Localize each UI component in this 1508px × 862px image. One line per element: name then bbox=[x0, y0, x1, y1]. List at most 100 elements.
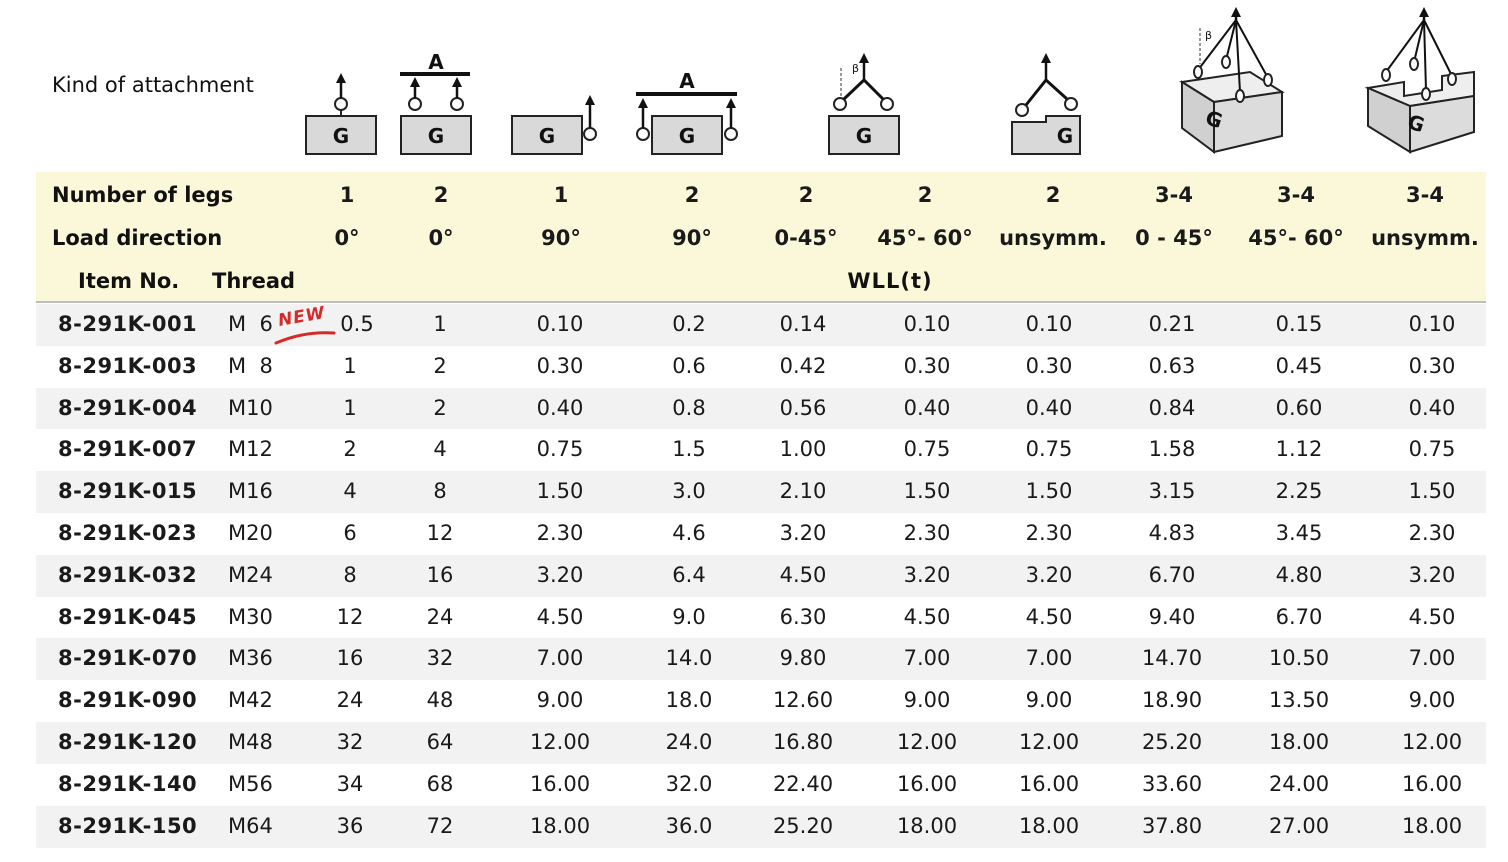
legs-header-5: 2 bbox=[798, 183, 814, 207]
thread-size: M10 bbox=[228, 395, 273, 420]
load-glyph: G bbox=[333, 124, 349, 148]
wll-value: 0.40 bbox=[536, 395, 584, 420]
table-row bbox=[36, 763, 1486, 806]
wll-value: 36 bbox=[336, 813, 364, 838]
multi-leg-angle-icon: G β bbox=[1179, 7, 1285, 154]
wll-value: 3.20 bbox=[1408, 562, 1456, 587]
wll-value: 0.40 bbox=[1408, 395, 1456, 420]
wll-value: 18.00 bbox=[1401, 813, 1463, 838]
legs-header-2: 2 bbox=[433, 183, 449, 207]
thread-size: M36 bbox=[228, 646, 273, 671]
wll-value: 16.00 bbox=[896, 771, 958, 796]
item-number: 8-291K-070 bbox=[58, 646, 198, 671]
wll-value: 48 bbox=[426, 688, 454, 713]
wll-value: 7.00 bbox=[1408, 646, 1456, 671]
thread-label: Thread bbox=[212, 269, 296, 293]
direction-header-2: 0° bbox=[428, 226, 454, 250]
wll-value: 0.75 bbox=[903, 437, 951, 462]
new-badge-swoosh bbox=[274, 331, 336, 345]
item-number: 8-291K-032 bbox=[58, 562, 198, 587]
load-glyph: G bbox=[428, 124, 444, 148]
legs-header-8: 3-4 bbox=[1155, 183, 1193, 207]
table-row bbox=[36, 513, 1486, 555]
wll-value: 24.00 bbox=[1268, 771, 1330, 796]
two-leg-spreader-side-icon: A G bbox=[636, 69, 738, 155]
load-direction-label: Load direction bbox=[52, 226, 223, 250]
legs-header-4: 2 bbox=[684, 183, 700, 207]
wll-value: 0.21 bbox=[1148, 312, 1196, 336]
load-glyph: G bbox=[1405, 109, 1428, 137]
wll-value: 4.50 bbox=[1025, 604, 1073, 629]
single-leg-side-icon: G bbox=[511, 95, 597, 155]
thread-size: M48 bbox=[228, 730, 273, 754]
wll-value: 1 bbox=[343, 395, 357, 420]
wll-value: 18.00 bbox=[1018, 813, 1080, 838]
two-leg-angle-icon: G β bbox=[828, 53, 900, 155]
thread-size: M16 bbox=[228, 479, 273, 504]
wll-value: 2.30 bbox=[1025, 521, 1073, 545]
wll-value: 13.50 bbox=[1268, 688, 1330, 713]
thread-size: M30 bbox=[228, 604, 273, 629]
wll-value: 6.4 bbox=[672, 562, 706, 587]
two-leg-unsymmetric-icon: G bbox=[1011, 53, 1081, 155]
wll-value: 2.30 bbox=[1408, 521, 1456, 545]
item-number: 8-291K-140 bbox=[58, 771, 198, 796]
wll-value: 18.90 bbox=[1141, 688, 1203, 713]
thread-size: M20 bbox=[228, 521, 273, 545]
wll-value: 6.30 bbox=[779, 604, 827, 629]
item-number: 8-291K-001 bbox=[58, 312, 198, 336]
legs-header-9: 3-4 bbox=[1277, 183, 1315, 207]
wll-value: 2.30 bbox=[536, 521, 584, 545]
header-band bbox=[36, 172, 1486, 302]
item-no-label: Item No. bbox=[78, 269, 180, 293]
wll-value: 8 bbox=[343, 562, 357, 587]
wll-value: 0.45 bbox=[1275, 353, 1323, 378]
wll-value: 0.60 bbox=[1275, 395, 1323, 420]
wll-value: 3.20 bbox=[1025, 562, 1073, 587]
direction-header-7: unsymm. bbox=[999, 226, 1107, 250]
thread-size: M12 bbox=[228, 437, 273, 462]
wll-value: 0.30 bbox=[536, 353, 584, 378]
direction-header-10: unsymm. bbox=[1371, 226, 1479, 250]
wll-value: 1.00 bbox=[779, 437, 827, 462]
legs-header-6: 2 bbox=[917, 183, 933, 207]
wll-value: 72 bbox=[426, 813, 454, 838]
thread-size: M 8 bbox=[228, 353, 273, 378]
direction-header-5: 0-45° bbox=[774, 226, 838, 250]
wll-value: 9.80 bbox=[779, 646, 827, 671]
wll-value: 9.00 bbox=[536, 688, 584, 713]
wll-value: 4.6 bbox=[672, 521, 706, 545]
wll-value: 6.70 bbox=[1148, 562, 1196, 587]
wll-value: 0.5 bbox=[340, 312, 374, 336]
wll-value: 22.40 bbox=[772, 771, 834, 796]
wll-value: 0.63 bbox=[1148, 353, 1196, 378]
beta-marker: β bbox=[852, 62, 859, 75]
wll-value: 0.75 bbox=[536, 437, 584, 462]
wll-value: 18.00 bbox=[1268, 730, 1330, 754]
wll-value: 24 bbox=[336, 688, 364, 713]
wll-value: 32.0 bbox=[665, 771, 713, 796]
two-leg-spreader-vertical-icon: A G bbox=[400, 50, 472, 155]
table-row bbox=[36, 638, 1486, 681]
load-glyph: G bbox=[1057, 124, 1073, 148]
header-divider bbox=[36, 301, 1486, 303]
table-row bbox=[36, 304, 1486, 346]
table-row bbox=[36, 345, 1486, 388]
thread-size: M42 bbox=[228, 688, 273, 713]
wll-value: 3.20 bbox=[536, 562, 584, 587]
wll-value: 7.00 bbox=[536, 646, 584, 671]
wll-value: 9.0 bbox=[672, 604, 706, 629]
wll-value: 1.50 bbox=[536, 479, 584, 504]
wll-value: 4.50 bbox=[1408, 604, 1456, 629]
direction-header-3: 90° bbox=[541, 226, 581, 250]
wll-value: 25.20 bbox=[772, 813, 834, 838]
wll-value: 2.30 bbox=[903, 521, 951, 545]
wll-value: 3.20 bbox=[779, 521, 827, 545]
load-glyph: G bbox=[1203, 105, 1226, 133]
wll-value: 0.42 bbox=[779, 353, 827, 378]
legs-header-10: 3-4 bbox=[1406, 183, 1444, 207]
item-number: 8-291K-150 bbox=[58, 813, 198, 838]
table-row bbox=[36, 471, 1486, 514]
wll-label: WLL(t) bbox=[847, 269, 933, 293]
wll-value: 9.00 bbox=[903, 688, 951, 713]
